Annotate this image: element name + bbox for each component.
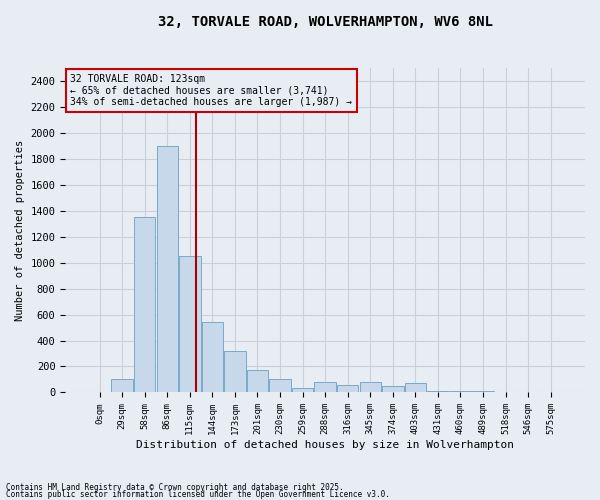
Bar (202, 322, 223, 392)
Bar (337, 384, 358, 392)
Y-axis label: Number of detached properties: Number of detached properties (15, 140, 25, 320)
X-axis label: Distribution of detached houses by size in Wolverhampton: Distribution of detached houses by size … (136, 440, 514, 450)
Bar (359, 382, 381, 392)
Bar (224, 351, 245, 393)
Text: Contains HM Land Registry data © Crown copyright and database right 2025.: Contains HM Land Registry data © Crown c… (6, 484, 344, 492)
Bar (314, 382, 336, 392)
Bar (134, 217, 155, 392)
Bar (179, 256, 200, 392)
Bar (404, 382, 426, 392)
Title: 32, TORVALE ROAD, WOLVERHAMPTON, WV6 8NL: 32, TORVALE ROAD, WOLVERHAMPTON, WV6 8NL (158, 15, 493, 29)
Bar (112, 380, 133, 392)
Text: Contains public sector information licensed under the Open Government Licence v3: Contains public sector information licen… (6, 490, 390, 499)
Bar (247, 370, 268, 392)
Bar (382, 386, 404, 392)
Bar (292, 388, 313, 392)
Text: 32 TORVALE ROAD: 123sqm
← 65% of detached houses are smaller (3,741)
34% of semi: 32 TORVALE ROAD: 123sqm ← 65% of detache… (70, 74, 352, 108)
Bar (157, 146, 178, 392)
Bar (269, 380, 291, 392)
